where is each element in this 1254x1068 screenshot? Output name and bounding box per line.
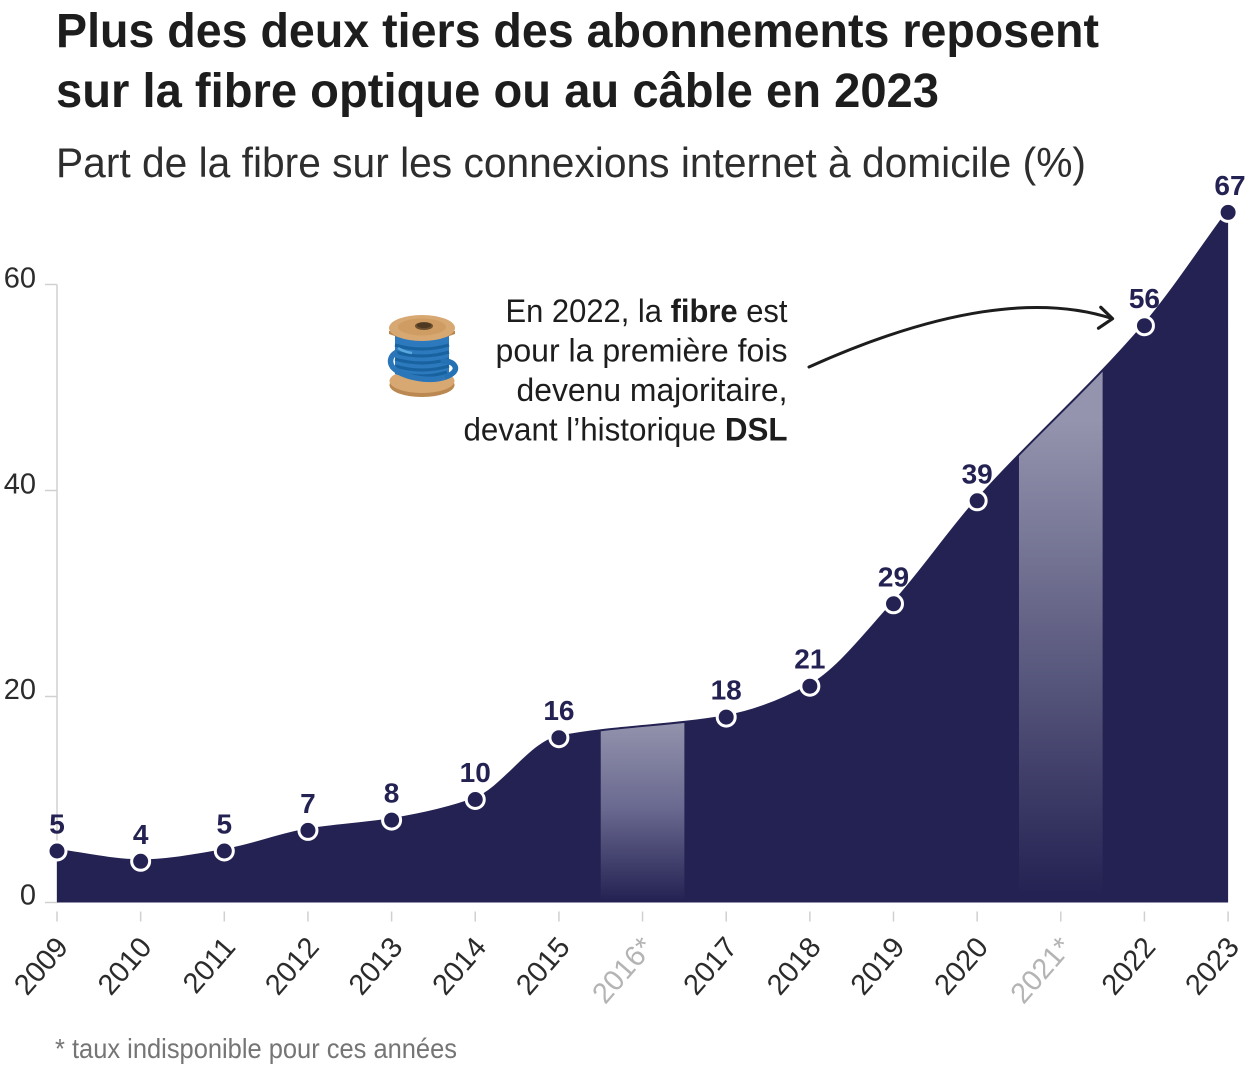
svg-text:2017: 2017: [678, 932, 744, 1002]
svg-text:2021*: 2021*: [1005, 932, 1079, 1010]
svg-text:67: 67: [1214, 170, 1245, 201]
svg-text:2023: 2023: [1179, 932, 1245, 1002]
svg-text:60: 60: [4, 263, 36, 295]
svg-text:2018: 2018: [761, 932, 827, 1002]
svg-text:39: 39: [962, 458, 993, 489]
svg-text:2016*: 2016*: [586, 932, 660, 1010]
svg-text:En 2022, la fibre est: En 2022, la fibre est: [506, 293, 788, 329]
svg-text:21: 21: [794, 644, 825, 675]
svg-text:2009: 2009: [8, 932, 74, 1002]
svg-text:2011: 2011: [177, 932, 242, 1000]
svg-text:2020: 2020: [928, 932, 994, 1002]
svg-text:2014: 2014: [427, 932, 493, 1002]
svg-text:* taux indisponible pour ces a: * taux indisponible pour ces années: [55, 1033, 457, 1064]
svg-text:7: 7: [300, 788, 316, 819]
svg-text:devant l’historique DSL: devant l’historique DSL: [464, 412, 788, 448]
svg-text:29: 29: [878, 561, 909, 592]
svg-text:2010: 2010: [92, 932, 158, 1002]
svg-text:18: 18: [711, 675, 742, 706]
svg-text:16: 16: [543, 695, 574, 726]
svg-text:10: 10: [460, 757, 491, 788]
svg-text:sur la fibre optique ou au câb: sur la fibre optique ou au câble en 2023: [56, 65, 939, 118]
svg-text:5: 5: [217, 809, 233, 840]
svg-text:Plus des deux tiers des abonne: Plus des deux tiers des abonnements repo…: [56, 5, 1099, 58]
svg-text:2019: 2019: [845, 932, 911, 1002]
svg-text:40: 40: [4, 469, 36, 501]
svg-text:Part de la fibre sur les conne: Part de la fibre sur les connexions inte…: [56, 139, 1086, 186]
svg-text:4: 4: [133, 819, 149, 850]
svg-text:devenu majoritaire,: devenu majoritaire,: [517, 372, 788, 408]
svg-text:2012: 2012: [259, 932, 325, 1002]
svg-text:0: 0: [20, 880, 36, 912]
svg-text:5: 5: [49, 809, 65, 840]
svg-text:2015: 2015: [510, 932, 576, 1002]
svg-text:8: 8: [384, 778, 400, 809]
svg-text:2022: 2022: [1096, 932, 1162, 1002]
svg-text:20: 20: [4, 674, 36, 706]
svg-text:56: 56: [1129, 283, 1160, 314]
svg-text:pour la première fois: pour la première fois: [496, 333, 788, 369]
svg-text:2013: 2013: [343, 932, 409, 1002]
